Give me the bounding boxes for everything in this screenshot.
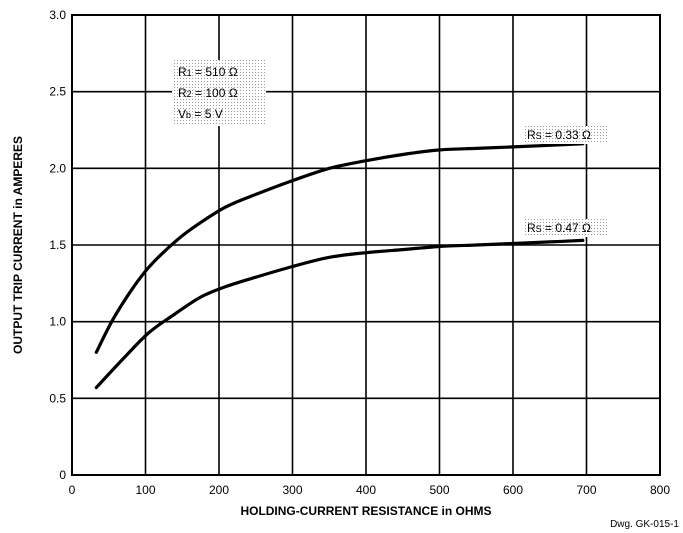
param-vb-subscript: b: [186, 110, 191, 120]
x-tick-label: 100: [135, 483, 155, 497]
x-tick-label: 500: [429, 483, 449, 497]
y-tick-label: 2.5: [49, 85, 66, 99]
series-label-rs-033: RS = 0.33 Ω: [523, 126, 607, 144]
param-vb: Vb = 5 V: [178, 107, 223, 121]
series-label-rs-033-symbol: R: [527, 128, 536, 142]
x-tick-label: 600: [503, 483, 523, 497]
series-layer: [94, 142, 585, 390]
series-label-rs-033-subscript: S: [536, 131, 542, 141]
y-tick-labels: 0 0.5 1.0 1.5 2.0 2.5 3.0: [49, 8, 66, 482]
series-label-rs-047-subscript: S: [536, 224, 542, 234]
param-vb-symbol: V: [178, 107, 186, 121]
series-line-1: [94, 238, 585, 390]
y-tick-label: 1.0: [49, 315, 66, 329]
x-axis-title: HOLDING-CURRENT RESISTANCE in OHMS: [240, 504, 491, 518]
series-label-rs-047-symbol: R: [527, 221, 536, 235]
x-tick-labels: 0 100 200 300 400 500 600 700 800: [69, 483, 671, 497]
param-r1-value: = 510 Ω: [192, 65, 238, 79]
grid: [72, 15, 660, 475]
parameter-box-background: [172, 60, 266, 126]
y-tick-label: 0: [59, 468, 66, 482]
y-tick-label: 0.5: [49, 391, 66, 405]
param-r2: R2 = 100 Ω: [178, 86, 238, 100]
series-label-rs-033-value: = 0.33 Ω: [542, 128, 591, 142]
series-label-rs-033-background: [523, 126, 607, 144]
x-tick-label: 200: [209, 483, 229, 497]
param-r1: R1 = 510 Ω: [178, 65, 238, 79]
series-label-rs-047-background: [523, 219, 607, 237]
y-axis-title: OUTPUT TRIP CURRENT in AMPERES: [11, 136, 25, 354]
param-r1-subscript: 1: [187, 68, 192, 78]
x-tick-label: 400: [356, 483, 376, 497]
x-tick-label: 0: [69, 483, 76, 497]
y-tick-label: 3.0: [49, 8, 66, 22]
series-line-0: [94, 142, 585, 354]
x-tick-label: 700: [576, 483, 596, 497]
x-tick-label: 300: [282, 483, 302, 497]
param-r1-symbol: R: [178, 65, 187, 79]
y-tick-label: 1.5: [49, 238, 66, 252]
drawing-number: Dwg. GK-015-1: [610, 519, 679, 530]
param-r2-value: = 100 Ω: [192, 86, 238, 100]
plot-frame: [71, 14, 661, 476]
series-label-rs-047: RS = 0.47 Ω: [523, 219, 607, 237]
param-vb-value: = 5 V: [191, 107, 223, 121]
series-label-rs-047-value: = 0.47 Ω: [542, 221, 591, 235]
series-label-rs-033-text: RS = 0.33 Ω: [527, 128, 591, 142]
series-label-rs-047-text: RS = 0.47 Ω: [527, 221, 591, 235]
y-tick-label: 2.0: [49, 161, 66, 175]
x-tick-label: 800: [650, 483, 670, 497]
param-r2-subscript: 2: [187, 89, 192, 99]
parameter-box: R1 = 510 Ω R2 = 100 Ω Vb = 5 V: [172, 60, 266, 126]
param-r2-symbol: R: [178, 86, 187, 100]
